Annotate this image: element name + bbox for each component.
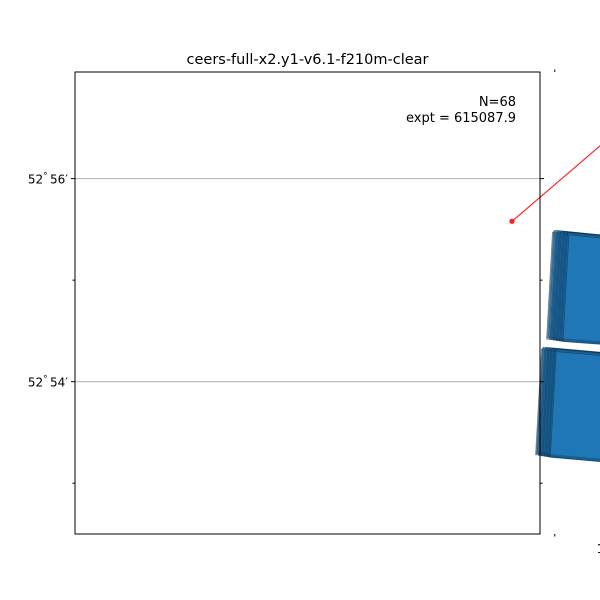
path-line (511, 145, 600, 222)
footprint-layer (535, 229, 600, 463)
footprint-exposure (546, 350, 600, 462)
top-left-block (546, 229, 600, 345)
footprint-exposure (541, 349, 600, 462)
y-tick-label-0: 52° 56′ (28, 172, 68, 187)
footprint-exposure (548, 348, 600, 460)
annotation-count: N=68 (479, 95, 516, 110)
footprint-exposure (544, 349, 600, 461)
x-tick-label-0: 14h20m10s (597, 541, 600, 556)
chart-title: ceers-full-x2.y1-v6.1-f210m-clear (187, 52, 429, 68)
footprint-exposure (548, 229, 600, 342)
footprint-exposure (560, 232, 600, 344)
footprint-exposure (547, 349, 600, 461)
footprint-exposure (542, 348, 600, 461)
bot-left-block (535, 346, 600, 463)
footprint-exposure (540, 347, 600, 459)
footprint-exposure (562, 234, 600, 345)
path-point-0 (509, 218, 515, 224)
footprint-exposure (549, 351, 600, 463)
footprint-exposure (561, 231, 600, 343)
axis-ticks: 14h20m10s14h20m00s14h19m50s52° 56′52° 54… (28, 69, 600, 556)
footprint-exposure (536, 347, 600, 460)
plot-frame (74, 71, 541, 535)
annotation-exposure: expt = 615087.9 (406, 111, 516, 126)
footprint-exposure (545, 348, 600, 460)
y-tick-label-1: 52° 54′ (28, 375, 68, 390)
footprint-exposure (543, 350, 600, 462)
footprint-exposure (553, 231, 600, 343)
pointing-path (509, 145, 600, 224)
footprint-exposure (559, 233, 600, 345)
footprint-exposure (542, 347, 600, 460)
grid-lines (75, 178, 540, 383)
footprint-exposure (557, 232, 600, 344)
footprint-exposure (558, 231, 600, 342)
